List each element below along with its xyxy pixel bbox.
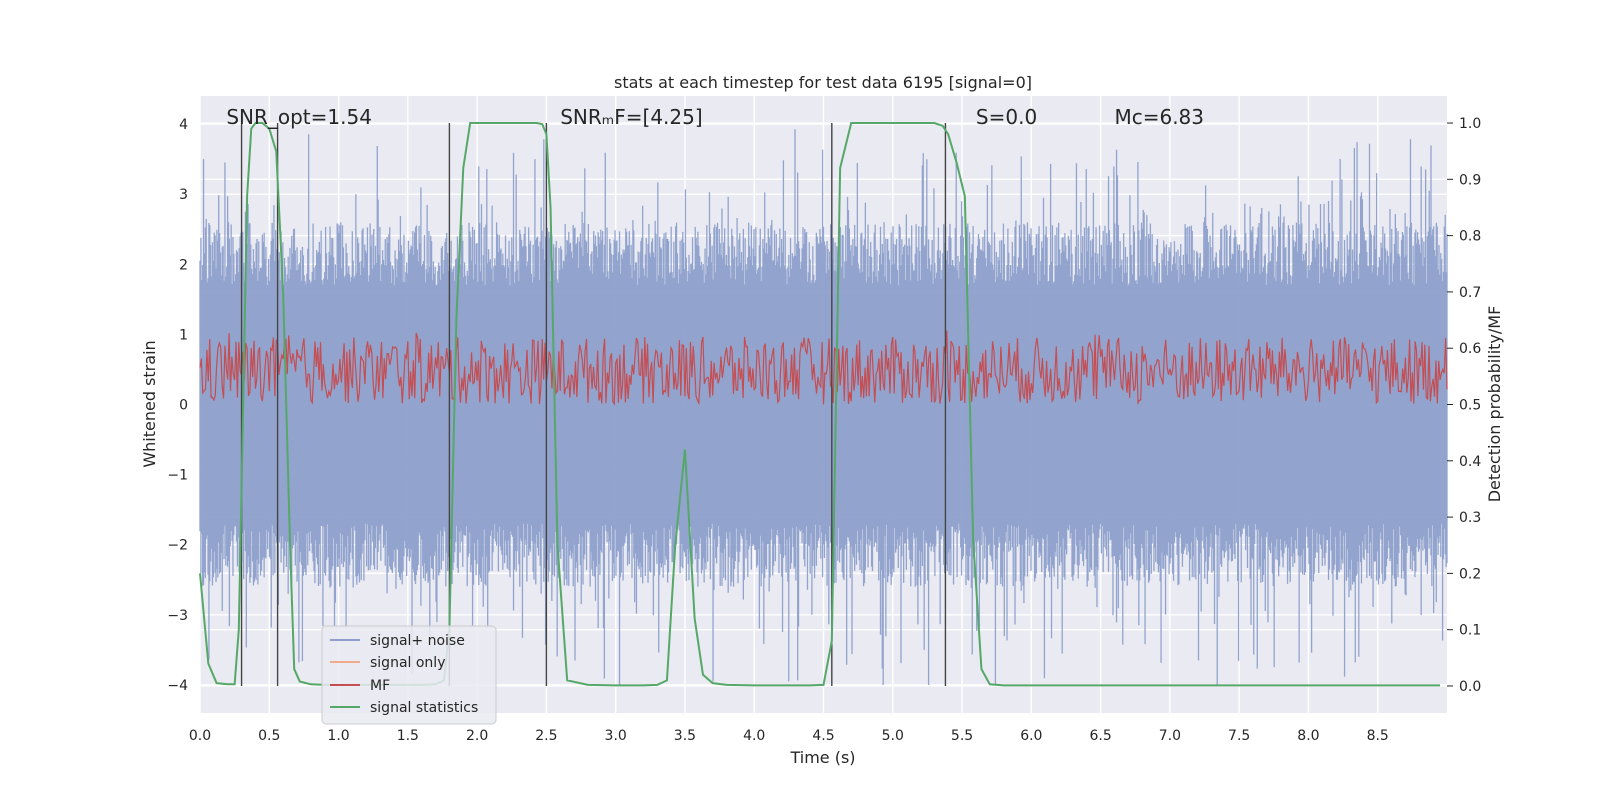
x-tick-label: 4.0 [743, 728, 765, 744]
x-tick-label: 3.0 [605, 728, 627, 744]
x-tick-label: 8.5 [1367, 728, 1389, 744]
y2-tick-label: 0.9 [1459, 172, 1481, 188]
y-tick-label: 1 [179, 327, 188, 343]
y2-ticks: 0.0 0.1 0.2 0.3 0.4 0.5 0.6 0.7 0.8 0.9 1.0 [1447, 116, 1481, 695]
x-tick-label: 5.5 [951, 728, 973, 744]
y-tick-label: 0 [179, 398, 188, 414]
y2-tick-label: 0.7 [1459, 285, 1481, 301]
x-tick-label: 6.0 [1020, 728, 1042, 744]
legend-label-signal-only: signal only [370, 655, 445, 671]
y-tick-label: −1 [167, 468, 188, 484]
y2-tick-label: 0.1 [1459, 623, 1481, 639]
y2-tick-label: 1.0 [1459, 116, 1481, 132]
x-tick-label: 7.0 [1159, 728, 1181, 744]
y2-tick-label: 0.0 [1459, 679, 1481, 695]
x-ticks: 0.0 0.5 1.0 1.5 2.0 2.5 3.0 3.5 4.0 4.5 5.0 5.5 6.0 6… [189, 728, 1389, 744]
legend-label-mf: MF [370, 678, 390, 694]
annotation-snr-opt: SNR_opt=1.54 [226, 105, 372, 129]
legend: signal+ noise signal only MF signal stat… [321, 625, 497, 725]
mf-series [199, 330, 1448, 406]
x-tick-label: 2.0 [466, 728, 488, 744]
y-axis-label: Whitened strain [140, 340, 159, 467]
x-tick-label: 0.5 [258, 728, 280, 744]
y-tick-label: 4 [179, 117, 188, 133]
y-tick-label: 2 [179, 257, 188, 273]
x-tick-label: 4.5 [812, 728, 834, 744]
y2-tick-label: 0.6 [1459, 341, 1481, 357]
y2-axis-label: Detection probability/MF [1485, 306, 1504, 503]
chart-title: stats at each timestep for test data 619… [614, 73, 1032, 92]
legend-label-signal-statistics: signal statistics [370, 700, 478, 716]
annotation-snr-mf: SNRₘF=[4.25] [560, 105, 702, 129]
y-tick-label: 3 [179, 187, 188, 203]
x-tick-label: 7.5 [1228, 728, 1250, 744]
annotation-mc: Mᴄ=6.83 [1114, 105, 1204, 129]
x-tick-label: 2.5 [535, 728, 557, 744]
y2-tick-label: 0.3 [1459, 510, 1481, 526]
signal-statistics-trace [199, 122, 1441, 687]
y-tick-label: −4 [167, 678, 188, 694]
signal-statistics-series [199, 122, 1441, 687]
x-axis-label: Time (s) [789, 748, 855, 767]
annotations: SNR_opt=1.54 SNRₘF=[4.25] S=0.0 Mᴄ=6.83 [226, 105, 1204, 129]
x-tick-label: 1.0 [327, 728, 349, 744]
y-tick-label: −3 [167, 608, 188, 624]
x-tick-label: 8.0 [1297, 728, 1319, 744]
y-tick-label: −2 [167, 538, 188, 554]
y2-tick-label: 0.4 [1459, 454, 1481, 470]
y2-tick-label: 0.8 [1459, 229, 1481, 245]
y2-tick-label: 0.2 [1459, 566, 1481, 582]
legend-box [321, 625, 497, 725]
x-tick-label: 6.5 [1089, 728, 1111, 744]
annotation-s-stat: S=0.0 [976, 105, 1037, 129]
x-tick-label: 3.5 [674, 728, 696, 744]
y2-tick-label: 0.5 [1459, 398, 1481, 414]
legend-label-signal-noise: signal+ noise [370, 633, 465, 649]
y-ticks: −4 −3 −2 −1 0 1 2 3 4 [167, 117, 188, 694]
x-tick-label: 0.0 [189, 728, 211, 744]
x-tick-label: 5.0 [882, 728, 904, 744]
x-tick-label: 1.5 [397, 728, 419, 744]
mf-trace [199, 330, 1448, 406]
